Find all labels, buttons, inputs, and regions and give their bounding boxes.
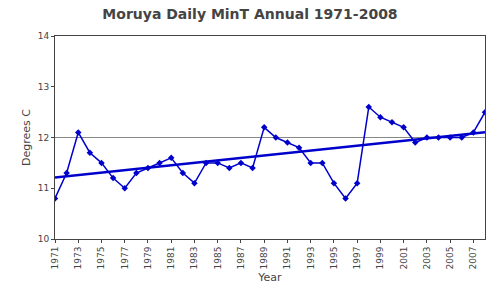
svg-text:1973: 1973 xyxy=(73,247,83,270)
svg-text:12: 12 xyxy=(38,133,49,143)
svg-text:Degrees C: Degrees C xyxy=(20,109,33,166)
svg-text:13: 13 xyxy=(38,82,49,92)
svg-text:10: 10 xyxy=(38,234,50,244)
svg-text:11: 11 xyxy=(38,183,49,193)
svg-text:1995: 1995 xyxy=(329,247,339,270)
svg-text:1987: 1987 xyxy=(236,247,246,270)
svg-text:Year: Year xyxy=(257,271,282,284)
svg-text:1983: 1983 xyxy=(189,247,199,270)
svg-text:2003: 2003 xyxy=(422,247,432,270)
svg-text:1975: 1975 xyxy=(96,247,106,270)
svg-text:2005: 2005 xyxy=(445,247,455,270)
svg-text:2007: 2007 xyxy=(468,247,478,270)
svg-text:1979: 1979 xyxy=(143,246,153,269)
svg-text:1991: 1991 xyxy=(282,247,292,270)
svg-text:2001: 2001 xyxy=(399,247,409,270)
svg-text:Moruya Daily MinT Annual 1971-: Moruya Daily MinT Annual 1971-2008 xyxy=(102,6,397,22)
svg-text:1977: 1977 xyxy=(120,247,130,270)
svg-text:1985: 1985 xyxy=(213,247,223,270)
svg-text:1999: 1999 xyxy=(375,246,385,269)
svg-text:1993: 1993 xyxy=(306,247,316,270)
svg-text:14: 14 xyxy=(38,31,50,41)
svg-text:1981: 1981 xyxy=(166,247,176,270)
svg-text:1997: 1997 xyxy=(352,247,362,270)
svg-text:1971: 1971 xyxy=(50,247,60,270)
svg-text:1989: 1989 xyxy=(259,246,269,269)
